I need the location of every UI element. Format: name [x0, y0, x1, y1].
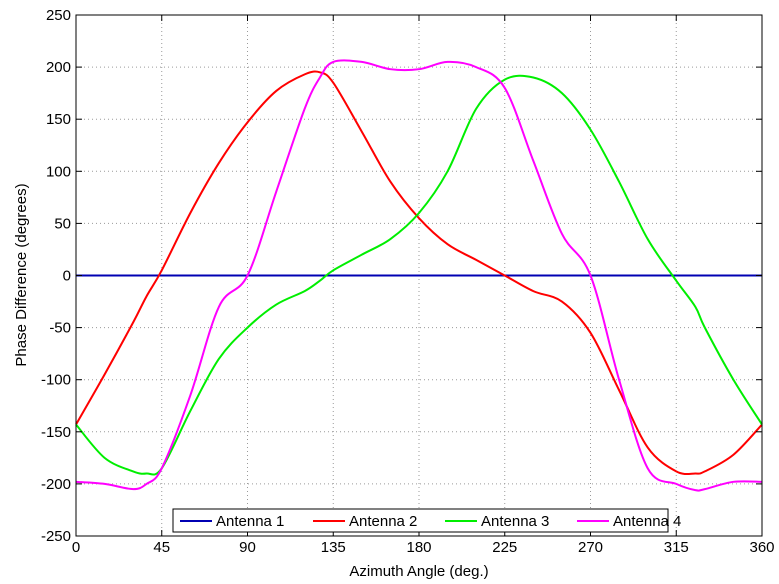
- x-tick-label: 0: [72, 539, 80, 556]
- y-tick-label: -50: [49, 320, 71, 337]
- x-tick-label: 90: [239, 539, 256, 556]
- x-tick-label: 135: [321, 539, 346, 556]
- antenna-3-line: [75, 74, 763, 476]
- x-tick-label: 180: [406, 539, 431, 556]
- x-tick-label: 270: [578, 539, 603, 556]
- antenna-4-line: [75, 59, 763, 492]
- y-tick-label: -150: [41, 424, 71, 441]
- axis-ticks: 0 45 90 135 180 225 270 315 360 -250 -200 -150 -100 -…: [41, 7, 775, 556]
- y-tick-label: 0: [63, 268, 71, 285]
- legend: Antenna 1 Antenna 2 Antenna 3 Antenna 4: [172, 508, 681, 533]
- y-tick-label: -250: [41, 528, 71, 545]
- x-axis-label: Azimuth Angle (deg.): [349, 563, 488, 580]
- y-axis-label: Phase Difference (degrees): [13, 183, 30, 366]
- antenna-2-line: [75, 70, 763, 476]
- legend-label-antenna-3: Antenna 3: [481, 513, 549, 530]
- series-lines: [75, 59, 763, 492]
- x-tick-label: 45: [153, 539, 170, 556]
- x-tick-label: 360: [749, 539, 774, 556]
- y-tick-label: 100: [46, 163, 71, 180]
- y-tick-label: -100: [41, 372, 71, 389]
- legend-box: [172, 508, 669, 533]
- y-tick-label: 200: [46, 59, 71, 76]
- x-tick-label: 225: [492, 539, 517, 556]
- y-tick-label: -200: [41, 476, 71, 493]
- y-tick-label: 150: [46, 111, 71, 128]
- legend-label-antenna-4: Antenna 4: [613, 513, 681, 530]
- x-tick-label: 315: [664, 539, 689, 556]
- legend-label-antenna-2: Antenna 2: [349, 513, 417, 530]
- y-tick-label: 50: [54, 215, 71, 232]
- legend-label-antenna-1: Antenna 1: [216, 513, 284, 530]
- y-tick-label: 250: [46, 7, 71, 24]
